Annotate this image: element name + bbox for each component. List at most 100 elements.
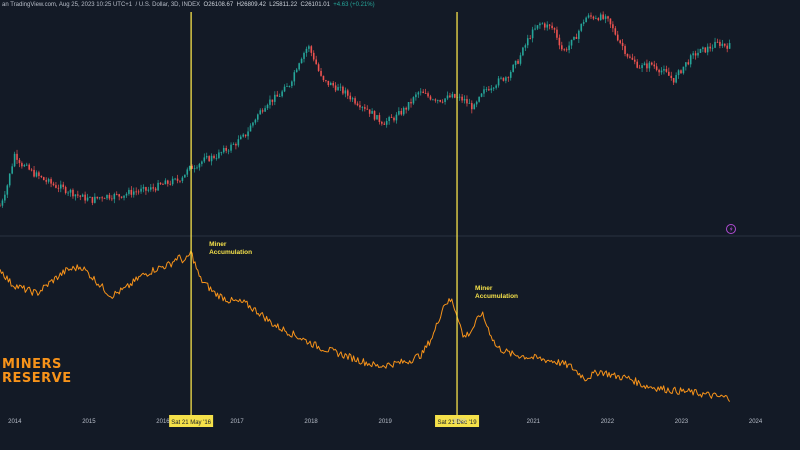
price-candle xyxy=(546,21,549,31)
price-candle xyxy=(300,57,303,64)
price-candle xyxy=(342,85,344,96)
price-candle xyxy=(86,193,89,202)
price-candle xyxy=(89,196,91,198)
price-candle xyxy=(541,22,544,25)
price-candle xyxy=(225,145,227,154)
price-candle xyxy=(142,184,145,193)
price-candle xyxy=(69,188,72,197)
price-candle xyxy=(419,88,422,96)
price-candle xyxy=(488,86,490,91)
price-candle xyxy=(152,183,155,192)
price-candle xyxy=(281,89,283,98)
price-candle xyxy=(283,84,286,93)
price-candle xyxy=(264,105,266,113)
price-candle xyxy=(658,68,660,76)
price-candle xyxy=(410,98,412,108)
reserve-series xyxy=(0,250,731,402)
price-candle xyxy=(517,59,519,65)
price-candle xyxy=(295,67,298,73)
price-candle xyxy=(580,23,583,33)
reserve-line xyxy=(0,250,731,402)
price-candle xyxy=(108,192,111,201)
price-candle xyxy=(412,96,415,105)
price-candle xyxy=(339,83,342,92)
price-candle xyxy=(62,181,65,190)
price-candle xyxy=(463,95,466,104)
price-candle xyxy=(466,95,468,107)
x-tick-label: 2024 xyxy=(749,419,763,425)
price-candle xyxy=(322,75,325,83)
price-candle xyxy=(473,103,476,110)
price-candle xyxy=(368,109,371,117)
price-candle xyxy=(531,26,534,43)
price-candle xyxy=(461,93,463,103)
price-candle xyxy=(485,86,488,93)
brand-line-1: MINERS xyxy=(2,357,62,372)
price-candle xyxy=(694,50,697,60)
price-candle xyxy=(210,153,213,166)
price-candle xyxy=(303,51,305,63)
price-candle xyxy=(354,96,356,106)
price-candle xyxy=(276,90,279,97)
price-candle xyxy=(390,114,393,118)
price-candle xyxy=(607,15,609,22)
header-symbol: / U.S. Dollar, 3D, INDEX xyxy=(135,2,201,8)
price-candle xyxy=(385,118,388,128)
price-candle xyxy=(351,96,354,102)
price-candle xyxy=(471,100,473,114)
price-candle xyxy=(232,142,235,146)
price-candle xyxy=(201,160,203,167)
price-candle xyxy=(113,192,116,204)
price-candle xyxy=(653,60,656,69)
price-candle xyxy=(563,48,566,52)
price-candle xyxy=(507,76,510,82)
brand-line-2: RESERVE xyxy=(2,371,72,386)
price-candle xyxy=(444,98,446,105)
price-candle xyxy=(55,181,57,189)
price-candle xyxy=(677,69,680,79)
price-candle xyxy=(626,53,629,59)
price-candle xyxy=(57,184,60,193)
symbol-header: an TradingView.com, Aug 25, 2023 10:25 U… xyxy=(2,2,375,8)
price-candle xyxy=(509,70,512,81)
price-candle xyxy=(522,46,524,57)
price-candle xyxy=(334,82,337,93)
price-candle xyxy=(432,98,434,101)
price-candle xyxy=(514,60,517,69)
price-candle xyxy=(154,186,157,193)
price-candle xyxy=(327,80,330,88)
price-candle xyxy=(344,87,347,98)
lightning-icon[interactable] xyxy=(726,224,736,234)
price-candle xyxy=(495,84,497,90)
price-candle xyxy=(120,196,123,199)
price-candle xyxy=(711,44,714,52)
header-close: C26101.01 xyxy=(300,2,330,8)
price-candle xyxy=(64,185,67,195)
price-candle xyxy=(726,43,728,53)
price-candle xyxy=(91,196,94,206)
crosshair-date-label: Sat 21 May '16 xyxy=(169,415,214,427)
price-candle xyxy=(239,134,242,140)
price-candle xyxy=(222,145,225,154)
price-candle xyxy=(475,100,478,108)
price-candle xyxy=(609,18,612,29)
price-candle xyxy=(96,196,99,200)
x-tick-label: 2017 xyxy=(230,419,244,425)
price-candle xyxy=(125,192,128,198)
price-candle xyxy=(244,134,247,138)
price-candle xyxy=(631,53,634,61)
price-candle xyxy=(6,184,9,198)
x-tick-label: 2020 xyxy=(453,419,467,425)
x-tick-label: 2018 xyxy=(304,419,318,425)
price-candle xyxy=(249,123,252,132)
price-candle xyxy=(592,15,595,21)
price-candle xyxy=(529,35,531,40)
price-candle xyxy=(188,165,191,172)
price-candle xyxy=(257,113,259,123)
header-low: L25811.22 xyxy=(269,2,298,8)
price-candle xyxy=(378,112,381,125)
price-candle xyxy=(220,151,223,156)
annotation-label: Miner xyxy=(475,285,493,292)
price-candle xyxy=(570,39,573,50)
price-candle xyxy=(77,190,79,199)
